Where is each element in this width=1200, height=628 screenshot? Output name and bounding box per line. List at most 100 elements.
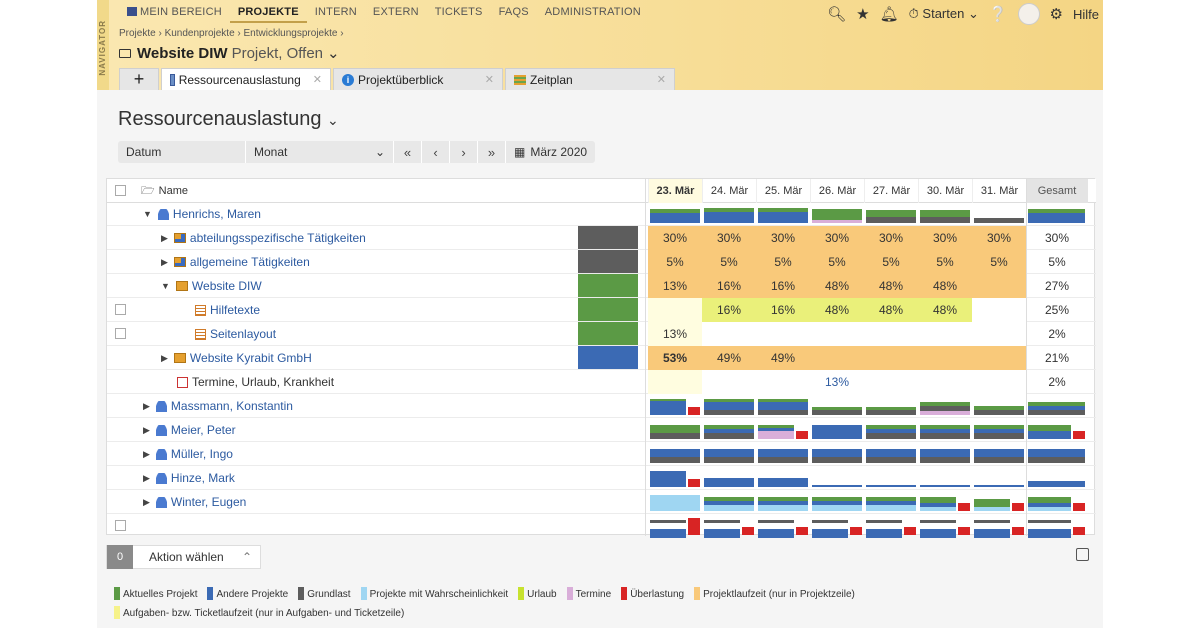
value-cell[interactable] [918,370,972,394]
expand-icon[interactable]: ▶ [143,448,150,459]
table-row[interactable]: Hilfetexte 16% 16% 48% 48% 48% 25% [107,298,1096,322]
value-cell[interactable]: 13% [648,274,702,298]
date-column-header[interactable]: 24. Mär [702,179,756,203]
value-cell[interactable]: 5% [972,250,1026,274]
column-divider[interactable] [645,179,646,536]
value-cell[interactable] [702,370,756,394]
table-row[interactable]: ▼ Henrichs, Maren [107,202,1096,226]
row-label[interactable]: Website Kyrabit GmbH [189,351,312,365]
value-cell[interactable]: 13% [648,322,702,346]
nav-projekte[interactable]: PROJEKTE [229,6,307,23]
date-column-header[interactable]: 25. Mär [756,179,810,203]
value-cell[interactable]: 49% [756,346,810,370]
date-column-header[interactable]: 31. Mär [972,179,1026,203]
add-tab-button[interactable]: + [119,68,159,90]
value-cell[interactable]: 30% [648,226,702,250]
page-title[interactable]: Ressourcenauslastung ⌄ [118,108,339,130]
expand-icon[interactable]: ▶ [161,232,168,243]
date-column-header[interactable]: 30. Mär [918,179,972,203]
period-select[interactable]: Monat ⌄ [246,141,394,163]
value-cell[interactable] [972,274,1026,298]
expand-icon[interactable]: ▶ [143,472,150,483]
search-icon[interactable]: 🔍︎ [827,6,847,23]
value-cell[interactable]: 16% [756,298,810,322]
table-row[interactable]: Termine, Urlaub, Krankheit 13% 2% [107,370,1096,394]
help-link[interactable]: Hilfe [1072,6,1099,22]
value-cell[interactable] [702,322,756,346]
value-cell[interactable] [972,370,1026,394]
value-cell[interactable]: 30% [864,226,918,250]
row-checkbox[interactable] [115,520,126,531]
breadcrumb[interactable]: Projekte › Kundenprojekte › Entwicklungs… [119,28,344,39]
nav-tickets[interactable]: TICKETS [434,6,483,18]
close-icon[interactable]: ✕ [312,74,322,86]
export-icon[interactable] [1076,548,1089,561]
value-cell[interactable]: 30% [756,226,810,250]
tab-zeitplan[interactable]: Zeitplan ✕ [505,68,675,90]
nav-extern[interactable]: EXTERN [372,6,419,18]
nav-intern[interactable]: INTERN [314,6,357,18]
select-all-checkbox[interactable] [115,185,126,196]
value-cell[interactable]: 5% [810,250,864,274]
collapse-icon[interactable]: ▼ [161,281,170,291]
row-label[interactable]: Website DIW [191,279,262,293]
value-cell[interactable]: 49% [702,346,756,370]
nav-administration[interactable]: ADMINISTRATION [544,6,641,18]
row-label[interactable]: Seitenlayout [210,327,277,341]
value-cell[interactable]: 5% [648,250,702,274]
collapse-icon[interactable]: ▼ [143,209,152,219]
tab-ressourcenauslastung[interactable]: Ressourcenauslastung ✕ [161,68,331,90]
value-cell[interactable]: 5% [702,250,756,274]
bell-icon[interactable]: 🔔︎ [879,6,899,23]
value-cell[interactable]: 30% [702,226,756,250]
row-label[interactable]: Hinze, Mark [170,471,235,485]
prev-button[interactable]: ‹ [422,141,450,163]
start-button[interactable]: ⏱︎ Starten ⌄ [908,6,979,21]
table-row[interactable]: ▶ allgemeine Tätigkeiten 5% 5% 5% 5% 5% 5% 5% 5% [107,250,1096,274]
table-row[interactable]: ▶ Meier, Peter [107,418,1096,442]
star-icon[interactable]: ★ [856,6,870,23]
table-row[interactable]: ▶ Website Kyrabit GmbH 53% 49% 49% 21% [107,346,1096,370]
row-checkbox[interactable] [115,328,126,339]
date-field-select[interactable]: Datum [118,141,246,163]
value-cell[interactable] [810,322,864,346]
table-row[interactable]: ▶ abteilungsspezifische Tätigkeiten 30% 30%… [107,226,1096,250]
gear-icon[interactable]: ⚙ [1049,6,1063,23]
value-cell[interactable]: 48% [864,274,918,298]
action-select[interactable]: Aktion wählen [149,550,224,564]
date-column-header[interactable]: 23. Mär [648,179,702,203]
value-cell[interactable] [648,370,702,394]
value-cell[interactable] [972,298,1026,322]
expand-icon[interactable]: ▶ [161,256,168,267]
value-cell[interactable]: 30% [918,226,972,250]
value-cell[interactable]: 48% [810,274,864,298]
next-button[interactable]: › [450,141,478,163]
value-cell[interactable]: 48% [918,274,972,298]
row-label[interactable]: Müller, Ingo [170,447,233,461]
value-cell[interactable]: 48% [864,298,918,322]
value-cell[interactable]: 5% [864,250,918,274]
nav-faqs[interactable]: FAQS [498,6,529,18]
row-label[interactable]: Henrichs, Maren [172,207,261,221]
expand-icon[interactable]: ▶ [143,424,150,435]
value-cell[interactable]: 53% [648,346,702,370]
value-cell[interactable] [972,322,1026,346]
table-row[interactable]: ▶ Hinze, Mark [107,466,1096,490]
row-label[interactable]: Meier, Peter [170,423,236,437]
value-cell[interactable]: 30% [810,226,864,250]
value-cell[interactable]: 16% [756,274,810,298]
value-cell[interactable] [756,322,810,346]
value-cell[interactable] [648,298,702,322]
value-cell[interactable] [972,346,1026,370]
value-cell[interactable]: 16% [702,298,756,322]
navigator-toggle[interactable]: NAVIGATOR [97,0,109,90]
help-icon[interactable]: ❔ [988,6,1008,23]
table-row[interactable]: Seitenlayout 13% 2% [107,322,1096,346]
value-cell[interactable]: 30% [972,226,1026,250]
date-column-header[interactable]: 27. Mär [864,179,918,203]
value-cell[interactable] [918,322,972,346]
month-picker[interactable]: ▦ März 2020 [514,145,588,159]
first-page-button[interactable]: « [394,141,422,163]
name-column-header[interactable]: Name [158,185,188,197]
close-icon[interactable]: ✕ [656,74,666,86]
